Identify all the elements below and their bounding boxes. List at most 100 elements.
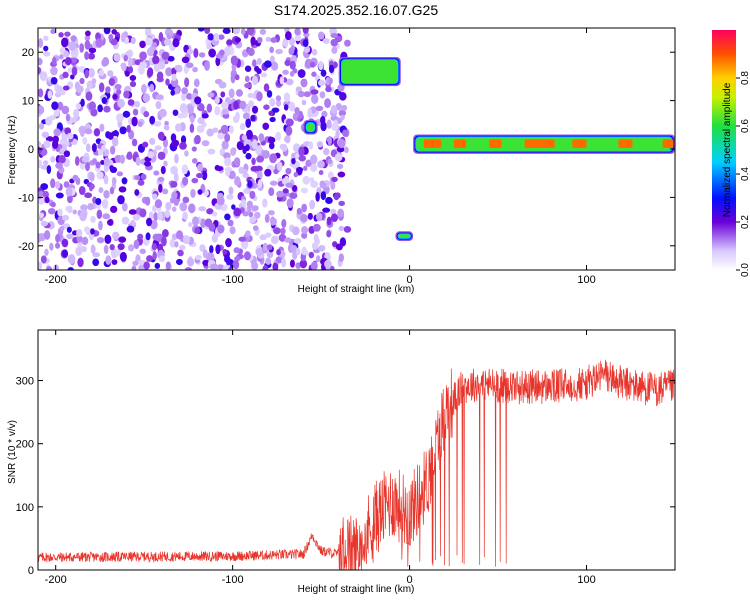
heatmap-cell [64, 31, 71, 37]
heatmap-cell [198, 52, 206, 58]
heatmap-cell [327, 171, 334, 180]
heatmap-cell [71, 57, 78, 64]
heatmap-cell [192, 66, 198, 73]
heatmap-cell [214, 105, 221, 116]
heatmap-cell [102, 213, 111, 220]
heatmap-cell [158, 108, 167, 118]
heatmap-cell [305, 159, 313, 167]
heatmap-cell [117, 195, 125, 205]
heatmap-cell [167, 55, 175, 62]
heatmap-cell [197, 163, 204, 172]
heatmap-cell [137, 179, 145, 186]
x-tick-label: -100 [222, 274, 244, 286]
heatmap-cell [38, 105, 45, 115]
heatmap-cell [306, 122, 315, 132]
heatmap-cell [251, 105, 259, 114]
heatmap-cell [249, 190, 256, 200]
heatmap-cell [239, 122, 246, 131]
heatmap-cell [186, 257, 195, 267]
heatmap-cell [145, 232, 151, 241]
heatmap-cell [572, 139, 587, 149]
heatmap-cell [267, 210, 275, 216]
heatmap-cell [76, 234, 83, 243]
heatmap-cell [326, 230, 332, 238]
heatmap-cell [292, 226, 300, 236]
heatmap-cell [317, 31, 325, 40]
heatmap-cell [44, 230, 51, 240]
heatmap-cell [111, 130, 120, 136]
heatmap-cell [342, 129, 349, 137]
heatmap-cell [63, 150, 71, 158]
heatmap-cell [175, 123, 182, 132]
heatmap-cell [301, 246, 307, 256]
heatmap-cell [162, 138, 169, 148]
heatmap-cell [154, 145, 162, 151]
heatmap-cell [245, 230, 251, 237]
heatmap-cell [398, 234, 411, 238]
heatmap-cell [315, 255, 321, 263]
heatmap-cell [343, 225, 352, 233]
heatmap-cell [119, 154, 125, 164]
heatmap-cell [62, 85, 70, 91]
heatmap-cell [245, 118, 252, 128]
heatmap-cell [98, 220, 103, 231]
heatmap-cell [282, 188, 289, 194]
heatmap-cell [218, 81, 227, 89]
heatmap-cell [275, 95, 282, 102]
heatmap-cell [49, 242, 54, 251]
heatmap-cell [269, 55, 275, 64]
heatmap-cell [489, 139, 502, 149]
heatmap-cell [247, 92, 254, 98]
heatmap-cell [222, 248, 228, 255]
heatmap-cell [266, 251, 274, 259]
heatmap-cell [110, 145, 116, 155]
x-tick-label: 0 [407, 574, 413, 586]
heatmap-cell [151, 205, 157, 213]
heatmap-cell [172, 109, 179, 116]
heatmap-cell [108, 77, 116, 86]
heatmap-cell [294, 107, 300, 114]
heatmap-cell [80, 245, 87, 253]
heatmap-cell [221, 140, 229, 150]
heatmap-cell [111, 29, 117, 35]
heatmap-cell [207, 92, 215, 98]
heatmap-cell [343, 146, 349, 153]
heatmap-cell [324, 98, 332, 109]
heatmap-cell [298, 155, 307, 162]
heatmap-cell [111, 176, 117, 186]
heatmap-cell [165, 67, 173, 77]
heatmap-cell [121, 202, 128, 212]
heatmap-cell [193, 78, 200, 88]
heatmap-cell [272, 262, 279, 270]
heatmap-cell [70, 35, 77, 42]
heatmap-cell [187, 221, 193, 228]
heatmap-cell [124, 70, 130, 77]
heatmap-cell [252, 225, 259, 231]
heatmap-cell [101, 58, 108, 67]
heatmap-cell [221, 108, 229, 115]
heatmap-cell [244, 75, 250, 83]
heatmap-cell [251, 157, 256, 166]
heatmap-cell [50, 201, 56, 208]
colorbar-tick-label: 0.6 [740, 119, 750, 133]
heatmap-cell [312, 223, 321, 232]
heatmap-cell [128, 66, 134, 74]
heatmap-cell [164, 120, 169, 126]
heatmap-cell [265, 257, 272, 266]
heatmap-cell [212, 211, 218, 217]
heatmap-cell [142, 93, 151, 103]
heatmap-cell [251, 205, 259, 211]
heatmap-cell [327, 158, 333, 165]
heatmap-cell [296, 207, 302, 215]
heatmap-cell [165, 201, 172, 211]
heatmap-cell [72, 174, 79, 182]
heatmap-cell [149, 137, 156, 145]
heatmap-cell [195, 172, 204, 179]
heatmap-cell [171, 73, 177, 82]
heatmap-cell [62, 249, 68, 258]
heatmap-cell [147, 151, 154, 159]
heatmap-cell [270, 235, 279, 245]
heatmap-cell [232, 260, 240, 270]
heatmap-cell [131, 138, 138, 147]
heatmap-cell [239, 100, 247, 110]
